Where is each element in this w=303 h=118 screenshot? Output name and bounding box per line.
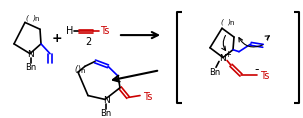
Text: Ts: Ts [143,92,153,101]
Text: (: ( [75,65,78,74]
Text: N: N [219,54,225,63]
Text: ): ) [78,65,81,74]
Text: (  ): ( ) [221,18,231,25]
Text: 2: 2 [85,37,91,47]
Text: Bn: Bn [100,109,112,118]
Text: Ts: Ts [100,26,110,36]
Text: -: - [255,63,259,76]
Text: N: N [103,96,109,105]
Text: +: + [52,32,62,46]
Text: (  ): ( ) [26,14,36,21]
Text: n: n [81,68,85,74]
Text: n: n [230,20,234,26]
Text: Ts: Ts [260,71,270,81]
Text: +: + [225,50,231,59]
Text: Bn: Bn [209,68,221,77]
Text: Bn: Bn [25,63,37,72]
Text: N: N [28,50,34,59]
Text: n: n [35,17,39,23]
Text: H: H [66,26,74,36]
